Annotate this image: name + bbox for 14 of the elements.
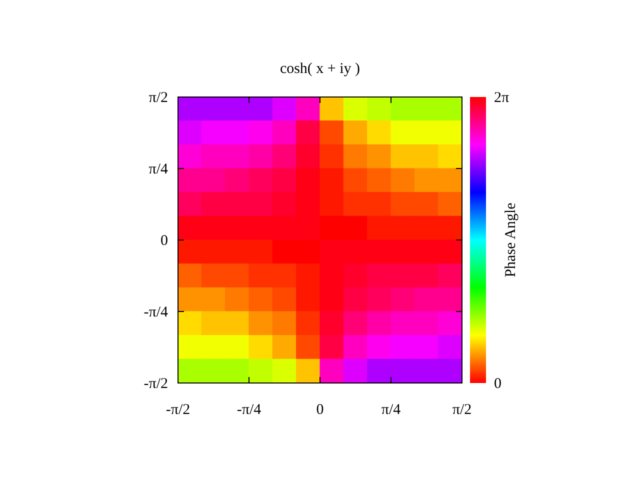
x-tick-label: -π/4	[236, 402, 262, 418]
x-tick-label: 0	[316, 402, 324, 418]
x-tick-label: π/4	[381, 402, 402, 418]
color-bar-label: 2π	[494, 90, 510, 106]
color-bar-title: Phase Angle	[503, 202, 520, 278]
color-bar-label: 0	[494, 376, 502, 392]
chart-title: cosh( x + iy )	[280, 61, 360, 77]
y-tick-label: -π/4	[144, 304, 168, 320]
x-tick-label: -π/2	[166, 402, 190, 418]
y-tick-label: 0	[160, 233, 168, 249]
y-tick-label: π/2	[148, 90, 168, 106]
y-tick-label: -π/2	[144, 376, 168, 392]
x-tick-label: π/2	[452, 402, 472, 418]
y-tick-label: π/4	[148, 162, 168, 178]
